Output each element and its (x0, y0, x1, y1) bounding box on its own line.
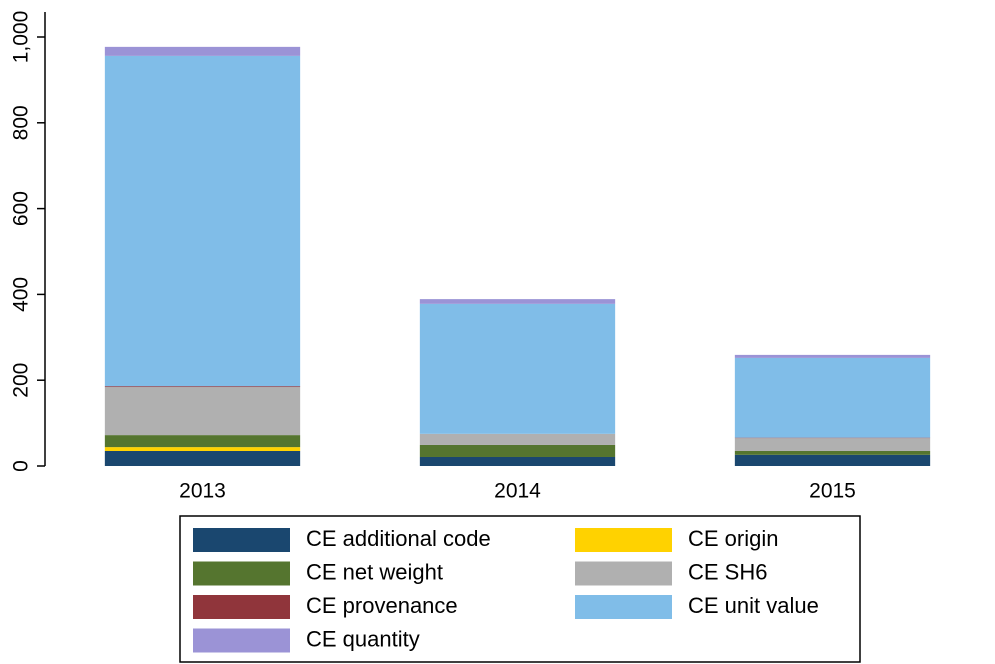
x-tick-label: 2015 (809, 480, 856, 503)
x-tick-label: 2013 (179, 480, 226, 503)
y-tick-label: 0 (10, 460, 33, 472)
bar-segment (104, 447, 301, 451)
legend-swatch (193, 595, 290, 619)
y-tick-label: 800 (10, 105, 33, 140)
bar-segment (419, 456, 616, 466)
bar-segment (734, 357, 931, 438)
legend-swatch (193, 561, 290, 586)
bar-segment (104, 387, 301, 436)
legend-label: CE additional code (306, 526, 491, 551)
legend-label: CE origin (688, 526, 778, 551)
x-tick-label: 2014 (494, 480, 541, 503)
bar-segment (419, 299, 616, 304)
bar-segment (419, 433, 616, 445)
bar-segment (419, 444, 616, 457)
legend-box (179, 515, 861, 663)
legend-swatch (575, 595, 672, 619)
bar-segment (734, 438, 931, 451)
legend-swatch (193, 628, 290, 653)
y-tick-label: 200 (10, 363, 33, 398)
legend-label: CE net weight (306, 559, 443, 584)
bar-segment (104, 55, 301, 387)
legend: CE additional code CE origin CE net weight… (179, 515, 861, 663)
legend-label: CE SH6 (688, 559, 767, 584)
y-tick-label: 600 (10, 191, 33, 226)
bar-segment (104, 450, 301, 466)
bar-segment (734, 454, 931, 466)
legend-label: CE quantity (306, 626, 420, 651)
bar-segment (104, 435, 301, 448)
legend-label: CE unit value (688, 593, 819, 618)
bar-segment (419, 303, 616, 434)
bar-segment (734, 354, 931, 358)
bar-segment (104, 46, 301, 56)
legend-swatch (575, 528, 672, 552)
y-tick-label: 400 (10, 277, 33, 312)
legend-swatch (193, 528, 290, 552)
legend-label: CE provenance (306, 593, 458, 618)
bar-segment (734, 450, 931, 455)
legend-swatch (575, 561, 672, 586)
bar-segment (104, 386, 301, 388)
y-tick-label: 1,000 (10, 11, 33, 64)
